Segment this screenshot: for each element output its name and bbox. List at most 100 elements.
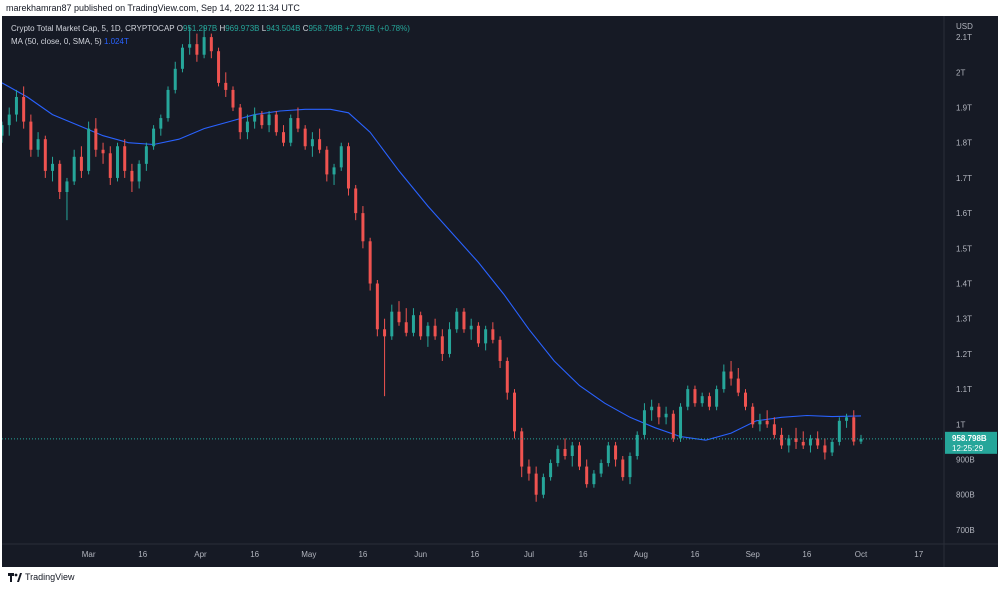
candle-up: [332, 163, 336, 185]
candle-down: [751, 403, 755, 428]
candle-body: [722, 371, 726, 390]
candle-body: [534, 473, 538, 495]
candle-body: [43, 139, 47, 171]
candle-body: [556, 448, 560, 464]
candle-body: [852, 417, 856, 442]
candles-layer: [2, 26, 863, 502]
candle-down: [43, 135, 47, 178]
candle-down: [505, 357, 509, 400]
high-value: 969.973B: [225, 24, 260, 33]
candle-body: [707, 396, 711, 407]
candle-body: [845, 417, 849, 421]
candle-body: [787, 438, 791, 446]
candle-body: [614, 445, 618, 460]
candle-up: [253, 107, 257, 129]
candle-body: [260, 114, 264, 126]
candle-down: [671, 410, 675, 442]
chart-area[interactable]: 2.1T 2T 1.9T 1.8T 1.7T 1.6T 1.5T 1.4T 1.3T 1.2T 1.…: [2, 16, 998, 567]
candle-body: [715, 389, 719, 407]
candle-body: [87, 128, 91, 171]
x-tick-label: 17: [914, 550, 923, 559]
candle-up: [36, 132, 40, 157]
candle-body: [188, 44, 192, 48]
candle-down: [693, 385, 697, 407]
y-tick-label: 1.4T: [956, 280, 972, 289]
y-tick-label: 1.8T: [956, 139, 972, 148]
tradingview-logo[interactable]: TradingView: [8, 572, 75, 582]
candle-body: [296, 118, 300, 129]
candle-up: [51, 156, 55, 182]
x-tick-label: 16: [470, 550, 479, 559]
x-tick-label: 16: [802, 550, 811, 559]
candle-up: [642, 403, 646, 439]
candle-body: [79, 156, 83, 171]
candle-down: [29, 114, 33, 157]
candle-body: [411, 315, 415, 333]
candle-down: [94, 118, 98, 157]
candle-body: [289, 118, 293, 143]
candle-body: [310, 139, 314, 147]
candle-up: [426, 322, 430, 347]
candle-up: [245, 114, 249, 140]
candle-body: [758, 420, 762, 425]
candle-body: [484, 329, 488, 344]
candle-down: [274, 111, 278, 136]
candle-body: [137, 163, 141, 182]
candle-down: [108, 146, 112, 185]
candle-body: [397, 311, 401, 323]
candle-up: [152, 125, 156, 150]
candle-up: [808, 434, 812, 453]
candle-up: [411, 308, 415, 337]
price-axis[interactable]: 2.1T 2T 1.9T 1.8T 1.7T 1.6T 1.5T 1.4T 1.3T 1.2T 1.…: [956, 33, 975, 535]
candle-down: [397, 301, 401, 326]
candle-up: [628, 452, 632, 485]
candle-up: [722, 364, 726, 393]
candle-down: [123, 139, 127, 178]
candle-body: [520, 431, 524, 467]
candle-up: [556, 445, 560, 467]
candle-down: [383, 318, 387, 397]
candle-body: [173, 68, 177, 90]
time-axis[interactable]: Mar 16 Apr 16 May 16 Jun 16 Jul 16 Aug 16 Sep 16 Oct 17: [82, 550, 924, 559]
candle-up: [859, 434, 863, 445]
candle-body: [476, 325, 480, 344]
candle-body: [440, 336, 444, 354]
candle-body: [231, 89, 235, 108]
candle-down: [563, 438, 567, 460]
y-tick-label: 1.6T: [956, 209, 972, 218]
symbol-title[interactable]: Crypto Total Market Cap, 5, 1D, CRYPTOCA…: [11, 24, 175, 33]
moving-average-layer: [2, 82, 862, 441]
ma-row: MA (50, close, 0, SMA, 5) 1.024T: [11, 35, 410, 48]
candle-up: [758, 413, 762, 432]
candle-body: [794, 438, 798, 442]
x-tick-label: May: [301, 550, 316, 559]
candle-body: [585, 466, 589, 485]
candle-body: [318, 139, 322, 150]
ma-label[interactable]: MA (50, close, 0, SMA, 5): [11, 37, 102, 46]
candle-down: [361, 206, 365, 249]
candle-body: [563, 448, 567, 456]
candle-down: [224, 72, 228, 97]
candle-down: [404, 308, 408, 337]
candle-body: [51, 163, 55, 171]
candle-down: [238, 104, 242, 140]
candle-body: [772, 424, 776, 435]
candle-up: [541, 473, 545, 499]
candle-body: [419, 315, 423, 337]
candle-down: [303, 125, 307, 150]
candle-body: [621, 459, 625, 478]
candle-body: [513, 392, 517, 432]
ohlc-row: Crypto Total Market Cap, 5, 1D, CRYPTOCA…: [11, 22, 410, 35]
candle-body: [599, 463, 603, 474]
candle-body: [202, 37, 206, 55]
candle-body: [606, 445, 610, 464]
open-label: O: [176, 24, 183, 33]
candle-body: [751, 406, 755, 425]
candle-body: [36, 139, 40, 150]
candle-body: [144, 146, 148, 164]
candle-up: [2, 121, 4, 143]
candle-body: [837, 420, 841, 442]
publish-header: marekhamran87 published on TradingView.c…: [0, 0, 1000, 16]
candle-body: [325, 149, 329, 175]
candlestick-chart[interactable]: 2.1T 2T 1.9T 1.8T 1.7T 1.6T 1.5T 1.4T 1.3T 1.2T 1.…: [2, 16, 998, 567]
